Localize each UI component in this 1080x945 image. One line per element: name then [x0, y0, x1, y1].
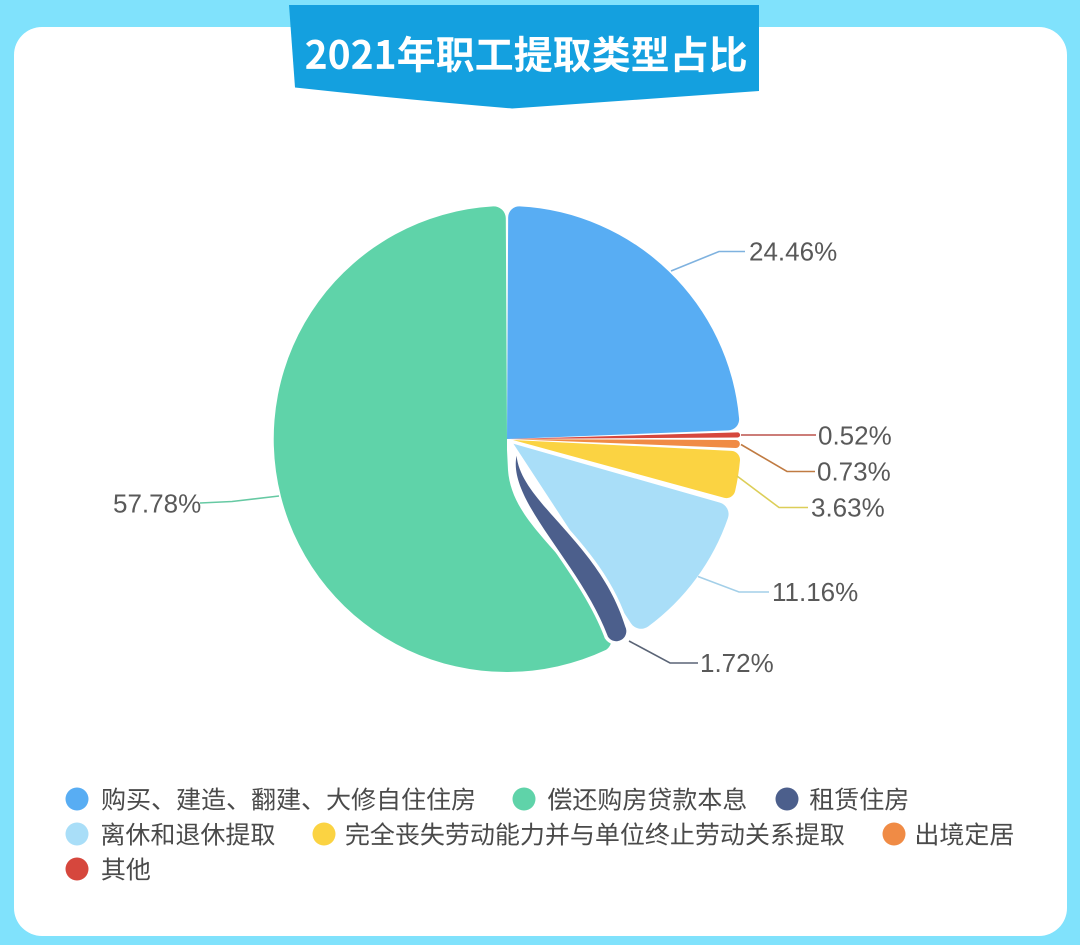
svg-text:0.73%: 0.73% [817, 457, 891, 487]
svg-text:11.16%: 11.16% [772, 577, 858, 607]
svg-text:0.52%: 0.52% [818, 421, 892, 451]
svg-text:57.78%: 57.78% [113, 489, 201, 519]
svg-text:24.46%: 24.46% [749, 237, 837, 267]
svg-text:1.72%: 1.72% [700, 648, 774, 678]
svg-text:3.63%: 3.63% [811, 493, 885, 523]
